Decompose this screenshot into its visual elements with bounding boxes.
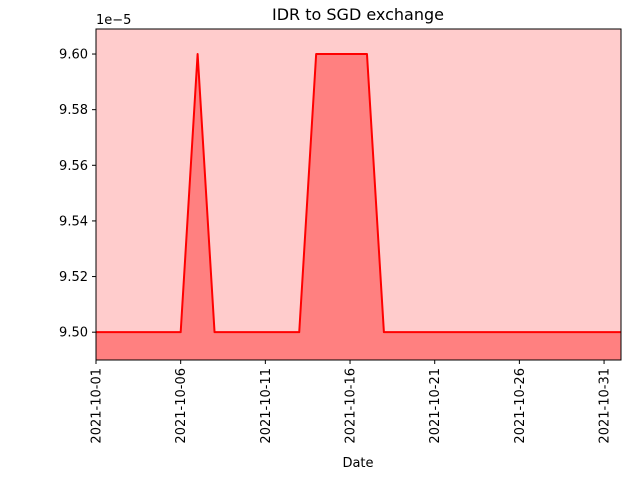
series-line <box>96 53 621 334</box>
x-tick-label: 2021-10-16 <box>344 368 359 444</box>
y-tick-label: 9.60 <box>59 48 88 63</box>
x-tick-label: 2021-10-31 <box>598 368 613 444</box>
x-tick-label: 2021-10-21 <box>428 368 443 444</box>
y-tick-label: 9.50 <box>59 326 88 341</box>
y-tick-label: 9.56 <box>59 159 88 174</box>
axes-frame <box>95 28 622 361</box>
y-tick-label: 9.52 <box>59 270 88 285</box>
y-tick-label: 9.58 <box>59 103 88 118</box>
x-tick-label: 2021-10-01 <box>90 368 105 444</box>
x-axis-label: Date <box>342 456 373 471</box>
x-tick-label: 2021-10-26 <box>513 368 528 444</box>
area-above-line <box>96 29 621 333</box>
area-below-line <box>96 54 621 360</box>
y-axis: 9.50 9.52 9.54 9.56 9.58 9.60 <box>59 48 96 341</box>
y-tick-label: 9.54 <box>59 214 88 229</box>
x-tick-label: 2021-10-11 <box>259 368 274 444</box>
plot-area <box>95 28 622 361</box>
x-axis: 2021-10-01 2021-10-06 2021-10-11 2021-10-16… <box>90 360 613 444</box>
x-tick-label: 2021-10-06 <box>174 368 189 444</box>
y-offset-label: 1e−5 <box>96 13 131 28</box>
chart-title: IDR to SGD exchange <box>272 5 444 24</box>
